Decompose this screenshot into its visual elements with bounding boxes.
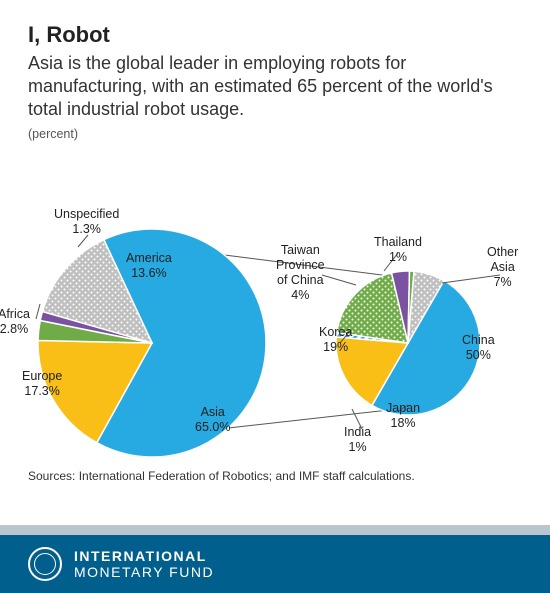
sub-pie-label-japan: Japan18% bbox=[386, 401, 420, 431]
sub-pie-leader-taiwan-province-of-china bbox=[322, 275, 356, 285]
slice-label-value: 1% bbox=[344, 440, 371, 455]
sub-pie-label-korea: Korea19% bbox=[319, 325, 352, 355]
chart-unit: (percent) bbox=[28, 127, 522, 141]
slice-label-value: 13.6% bbox=[126, 266, 172, 281]
slice-label-text: Japan bbox=[386, 401, 420, 416]
sub-pie-label-thailand: Thailand1% bbox=[374, 235, 422, 265]
slice-label-text: Asia bbox=[195, 405, 230, 420]
imf-logo-icon bbox=[28, 547, 62, 581]
footer: INTERNATIONAL MONETARY FUND bbox=[0, 535, 550, 593]
main-pie-leader-africa bbox=[36, 304, 40, 319]
sub-pie-label-other-asia: OtherAsia7% bbox=[487, 245, 518, 290]
main-pie-label-africa: Africa2.8% bbox=[0, 307, 30, 337]
main-pie-label-asia: Asia65.0% bbox=[195, 405, 230, 435]
slice-label-text: Korea bbox=[319, 325, 352, 340]
slice-label-text: Unspecified bbox=[54, 207, 119, 222]
slice-label-text: Asia bbox=[487, 260, 518, 275]
imf-line1: INTERNATIONAL bbox=[74, 548, 214, 564]
main-pie-label-america: America13.6% bbox=[126, 251, 172, 281]
slice-label-text: Europe bbox=[22, 369, 62, 384]
chart-subtitle: Asia is the global leader in employing r… bbox=[28, 52, 522, 121]
imf-line2: MONETARY FUND bbox=[74, 564, 214, 580]
main-pie-label-europe: Europe17.3% bbox=[22, 369, 62, 399]
sub-pie-label-taiwan-province-of-china: TaiwanProvinceof China4% bbox=[276, 243, 325, 303]
slice-label-value: 1% bbox=[374, 250, 422, 265]
slice-label-text: Province bbox=[276, 258, 325, 273]
slice-label-value: 1.3% bbox=[54, 222, 119, 237]
slice-label-text: Africa bbox=[0, 307, 30, 322]
slice-label-text: Thailand bbox=[374, 235, 422, 250]
slice-label-value: 7% bbox=[487, 275, 518, 290]
slice-label-text: China bbox=[462, 333, 495, 348]
sub-pie-label-india: India1% bbox=[344, 425, 371, 455]
sub-pie-label-china: China50% bbox=[462, 333, 495, 363]
slice-label-text: of China bbox=[276, 273, 325, 288]
slice-label-value: 50% bbox=[462, 348, 495, 363]
chart-title: I, Robot bbox=[28, 22, 522, 48]
footer-divider bbox=[0, 525, 550, 535]
imf-wordmark: INTERNATIONAL MONETARY FUND bbox=[74, 548, 214, 580]
slice-label-value: 19% bbox=[319, 340, 352, 355]
slice-label-value: 17.3% bbox=[22, 384, 62, 399]
slice-label-value: 4% bbox=[276, 288, 325, 303]
slice-label-text: India bbox=[344, 425, 371, 440]
slice-label-value: 18% bbox=[386, 416, 420, 431]
slice-label-text: Other bbox=[487, 245, 518, 260]
slice-label-value: 2.8% bbox=[0, 322, 30, 337]
chart-area: Asia65.0%Europe17.3%Africa2.8%Unspecifie… bbox=[0, 147, 550, 487]
slice-label-text: Taiwan bbox=[276, 243, 325, 258]
sources-text: Sources: International Federation of Rob… bbox=[28, 469, 415, 483]
slice-label-text: America bbox=[126, 251, 172, 266]
slice-label-value: 65.0% bbox=[195, 420, 230, 435]
main-pie-label-unspecified: Unspecified1.3% bbox=[54, 207, 119, 237]
